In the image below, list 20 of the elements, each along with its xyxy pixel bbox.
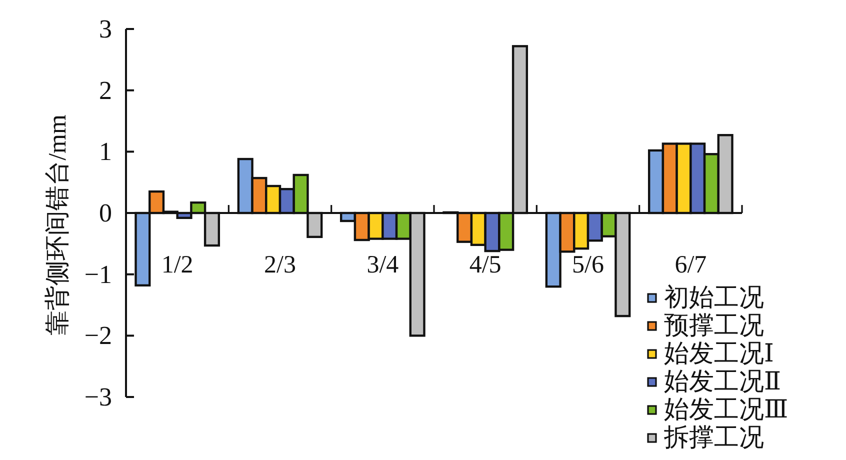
y-tick-label: 0 <box>99 198 112 228</box>
x-tick-label: 5/6 <box>572 252 604 278</box>
legend-label: 预撑工况 <box>664 312 764 340</box>
legend-label: 始发工况Ⅰ <box>664 340 774 368</box>
x-tick-label: 6/7 <box>674 252 707 278</box>
y-tick-label: −1 <box>84 260 112 289</box>
y-tick-label: −3 <box>84 382 112 412</box>
x-tick-label: 2/3 <box>264 252 296 278</box>
y-tick-label: −2 <box>84 321 112 350</box>
legend-label: 初始工况 <box>664 284 764 312</box>
legend-label: 始发工况Ⅲ <box>664 396 788 424</box>
y-tick-label: 3 <box>99 14 112 44</box>
legend-label: 拆撑工况 <box>663 424 764 452</box>
x-tick-label: 1/2 <box>161 252 194 278</box>
y-tick-label: 1 <box>99 137 112 166</box>
x-tick-label: 4/5 <box>469 252 502 278</box>
y-tick-label: 2 <box>99 76 112 105</box>
y-axis-title: 靠背侧环间错台/mm <box>44 114 72 336</box>
legend-label: 始发工况Ⅱ <box>664 368 781 396</box>
x-tick-label: 3/4 <box>366 252 400 278</box>
